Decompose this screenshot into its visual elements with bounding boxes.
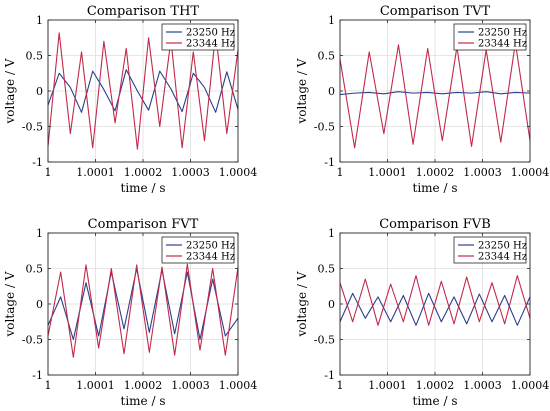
legend-entry: 23250 Hz xyxy=(186,28,235,39)
y-tick-label: -1 xyxy=(32,156,43,169)
x-tick-label: 1.0004 xyxy=(511,166,550,179)
x-axis-label: time / s xyxy=(121,394,166,408)
x-tick-label: 1.0002 xyxy=(416,379,455,392)
legend-box xyxy=(161,236,235,264)
chart-title: Comparison TVT xyxy=(380,4,491,19)
y-tick-label: 0.5 xyxy=(318,263,336,276)
x-tick-label: 1.0001 xyxy=(368,379,407,392)
y-tick-label: 0 xyxy=(36,298,43,311)
x-tick-label: 1.0002 xyxy=(124,379,163,392)
series-line-2 xyxy=(47,263,239,358)
legend-entry: 23344 Hz xyxy=(186,252,235,263)
y-tick-label: 0.5 xyxy=(26,263,44,276)
x-axis-label: time / s xyxy=(121,181,166,195)
x-tick-label: 1 xyxy=(337,379,344,392)
y-tick-label: 1 xyxy=(328,14,335,27)
y-tick-label: -1 xyxy=(324,156,335,169)
legend-entry: 23250 Hz xyxy=(186,241,235,252)
x-tick-label: 1.0003 xyxy=(171,379,210,392)
subplot-4: 1 1.0001 1.0002 1.0003 1.0004 -1 -0.5 0 0.5 1 Comp… xyxy=(295,217,549,408)
x-tick-label: 1.0002 xyxy=(124,166,163,179)
x-tick-label: 1.0004 xyxy=(511,379,550,392)
series-line-1 xyxy=(339,292,531,326)
subplot-2: 1 1.0001 1.0002 1.0003 1.0004 -1 -0.5 0 0.5 1 Comp… xyxy=(295,4,549,195)
y-axis-label: voltage / V xyxy=(295,271,309,337)
y-axis-label: voltage / V xyxy=(3,58,17,124)
subplot-1: 1 1.0001 1.0002 1.0003 1.0004 -1 -0.5 0 0.5 1 Comp… xyxy=(3,4,257,195)
y-tick-label: 0.5 xyxy=(26,50,44,63)
x-tick-label: 1.0001 xyxy=(368,166,407,179)
y-tick-label: 1 xyxy=(36,14,43,27)
series-line-2 xyxy=(47,32,239,150)
series-line-2 xyxy=(339,275,531,326)
y-tick-label: 0 xyxy=(328,298,335,311)
legend-box xyxy=(453,236,527,264)
y-tick-label: -1 xyxy=(324,369,335,382)
legend-box xyxy=(161,23,235,51)
x-tick-label: 1.0002 xyxy=(416,166,455,179)
x-tick-label: 1.0001 xyxy=(76,166,115,179)
x-tick-label: 1.0004 xyxy=(219,166,258,179)
y-tick-label: 1 xyxy=(328,227,335,240)
legend-box xyxy=(453,23,527,51)
y-tick-label: 0 xyxy=(328,85,335,98)
legend-entry: 23250 Hz xyxy=(478,241,527,252)
series-line-1 xyxy=(47,69,239,113)
chart-title: Comparison FVT xyxy=(88,217,199,232)
x-tick-label: 1.0003 xyxy=(463,379,502,392)
legend-entry: 23250 Hz xyxy=(478,28,527,39)
x-tick-label: 1 xyxy=(45,379,52,392)
x-axis-label: time / s xyxy=(413,181,458,195)
y-tick-label: -0.5 xyxy=(22,121,43,134)
x-tick-label: 1 xyxy=(337,166,344,179)
y-axis-label: voltage / V xyxy=(295,58,309,124)
x-tick-label: 1.0003 xyxy=(463,166,502,179)
y-tick-label: 1 xyxy=(36,227,43,240)
x-tick-label: 1 xyxy=(45,166,52,179)
y-tick-label: 0.5 xyxy=(318,50,336,63)
y-tick-label: -1 xyxy=(32,369,43,382)
y-tick-label: -0.5 xyxy=(314,334,335,347)
x-tick-label: 1.0001 xyxy=(76,379,115,392)
y-tick-label: -0.5 xyxy=(22,334,43,347)
legend-entry: 23344 Hz xyxy=(478,252,527,263)
chart-title: Comparison FVB xyxy=(379,217,491,232)
x-axis-label: time / s xyxy=(413,394,458,408)
subplot-3: 1 1.0001 1.0002 1.0003 1.0004 -1 -0.5 0 0.5 1 Comp… xyxy=(3,217,257,408)
x-tick-label: 1.0003 xyxy=(171,166,210,179)
x-tick-label: 1.0004 xyxy=(219,379,258,392)
legend-entry: 23344 Hz xyxy=(478,39,527,50)
y-axis-label: voltage / V xyxy=(3,271,17,337)
series-line-2 xyxy=(339,42,531,149)
chart-title: Comparison THT xyxy=(87,4,200,19)
y-tick-label: -0.5 xyxy=(314,121,335,134)
y-tick-label: 0 xyxy=(36,85,43,98)
legend-entry: 23344 Hz xyxy=(186,39,235,50)
